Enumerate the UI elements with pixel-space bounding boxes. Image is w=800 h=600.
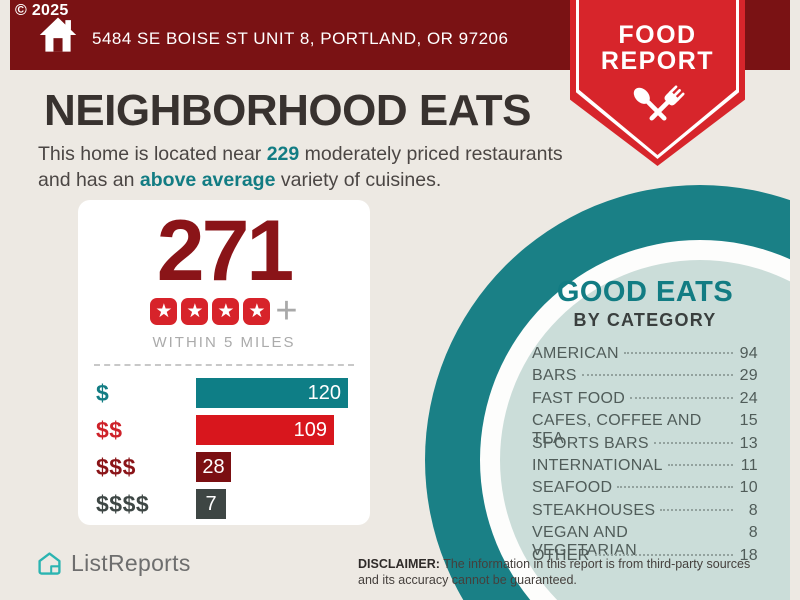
category-label: SPORTS BARS [532, 434, 649, 452]
category-label: SEAFOOD [532, 479, 613, 497]
disclaimer-text: The information in this report is from t… [358, 557, 751, 588]
price-tier-label: $$$ [96, 453, 136, 480]
category-count: 15 [739, 412, 758, 430]
stars-row: ★ ★ ★ ★ [150, 298, 271, 326]
good-eats-list: AMERICAN 94 BARS 29 FAST FOOD 24 CAFES, COFFEE… [532, 345, 758, 569]
category-count: 29 [739, 367, 758, 385]
page-title: NEIGHBORHOOD EATS [44, 86, 531, 135]
price-tier-label: $$$$ [96, 490, 150, 517]
dot-leader [623, 352, 733, 354]
category-count: 8 [748, 524, 758, 542]
category-count: 18 [739, 546, 758, 564]
price-bars: $120 $$ 109 $$$ 28 $$$$ 7 [78, 378, 370, 520]
ribbon-title-line1: FOOD [618, 21, 697, 49]
category-label: STEAKHOUSES [532, 501, 656, 519]
category-count: 11 [740, 456, 758, 474]
dot-leader [653, 441, 733, 444]
price-bar-row: $$$ 28 [96, 452, 352, 483]
variety-highlight: above average [139, 168, 276, 191]
price-bar: 7 [196, 489, 226, 520]
copyright-text: © 2025 [15, 2, 69, 19]
content-area: © 2025 5484 SE BOISE ST UNIT 8, PORTLAND… [10, 0, 790, 600]
dashed-divider [94, 364, 354, 367]
restaurant-count-highlight: 229 [266, 143, 300, 165]
star-icon: ★ [150, 298, 178, 326]
category-row: BARS 29 [532, 367, 758, 389]
dot-leader [630, 396, 733, 399]
listreports-house-icon [38, 552, 61, 575]
category-row: SPORTS BARS 13 [532, 435, 758, 457]
total-restaurant-count: 271 [156, 203, 295, 299]
category-row: STEAKHOUSES 8 [532, 502, 758, 524]
dot-leader [581, 374, 733, 377]
dot-leader [594, 553, 733, 556]
category-count: 13 [739, 434, 758, 452]
star-icon: ★ [212, 298, 240, 326]
dot-leader [667, 463, 733, 466]
category-count: 94 [739, 345, 758, 362]
category-row: OTHER 18 [532, 547, 758, 569]
star-icon: ★ [181, 298, 209, 326]
price-bar-row: $$$$ 7 [96, 489, 352, 520]
category-label: BARS [532, 367, 577, 385]
dot-leader [660, 508, 733, 511]
radius-label: WITHIN 5 MILES [152, 334, 296, 352]
category-row: CAFES, COFFEE AND TEA 15 [532, 412, 758, 447]
intro-paragraph: This home is located near 229 moderately… [38, 142, 583, 193]
ribbon-title-line2: REPORT [600, 47, 715, 76]
price-bar-row: $$ 109 [96, 415, 352, 446]
category-label: CAFES, COFFEE AND TEA [532, 412, 702, 448]
price-bar: 28 [196, 452, 231, 483]
intro-text-1: This home is located near [38, 143, 267, 165]
good-eats-title: GOOD EATS [556, 276, 734, 308]
category-label: FAST FOOD [532, 389, 626, 407]
good-eats-subtitle: BY CATEGORY [573, 310, 717, 330]
price-bar: 120 [196, 378, 348, 409]
spoon-fork-icon [633, 84, 685, 121]
category-row: SEAFOOD 10 [532, 479, 758, 501]
plus-sign: + [275, 290, 298, 333]
category-count: 24 [739, 389, 758, 407]
home-icon [39, 17, 77, 52]
category-row: FAST FOOD 24 [532, 390, 758, 412]
ribbon-content: FOOD REPORT [570, 22, 745, 143]
good-eats-panel: GOOD EATS BY CATEGORY AMERICAN 94 BARS 29 FA… [532, 276, 758, 569]
category-label: OTHER [532, 546, 590, 564]
category-row: AMERICAN 94 [532, 345, 758, 367]
price-bar: 109 [196, 415, 334, 446]
price-tier-label: $$ [96, 416, 123, 443]
category-count: 8 [748, 501, 758, 519]
category-row: VEGAN AND VEGETARIAN 8 [532, 524, 758, 559]
intro-text-3: variety of cuisines. [275, 168, 442, 191]
category-label: INTERNATIONAL [532, 456, 663, 474]
rating-row: ★ ★ ★ ★ + [78, 290, 370, 333]
intro-text-2: moderately priced restaurants and has an [38, 143, 563, 191]
food-report-ribbon: FOOD REPORT [570, 0, 745, 166]
summary-card: 271 ★ ★ ★ ★ + WITHIN 5 MILES $120 $$ 109 $$$ 28… [78, 200, 370, 525]
star-icon: ★ [243, 298, 271, 326]
disclaimer: DISCLAIMER: The information in this repo… [358, 556, 762, 589]
category-label: AMERICAN [532, 345, 619, 362]
listreports-logo: ListReports [36, 550, 191, 577]
category-count: 10 [739, 479, 758, 497]
property-address: 5484 SE BOISE ST UNIT 8, PORTLAND, OR 97… [92, 29, 509, 48]
price-tier-label: $ [96, 379, 110, 406]
dot-leader [617, 486, 733, 489]
disclaimer-label: DISCLAIMER: [358, 557, 440, 571]
brand-name: ListReports [71, 550, 191, 576]
category-row: INTERNATIONAL 11 [532, 457, 758, 479]
price-bar-row: $120 [96, 378, 352, 409]
